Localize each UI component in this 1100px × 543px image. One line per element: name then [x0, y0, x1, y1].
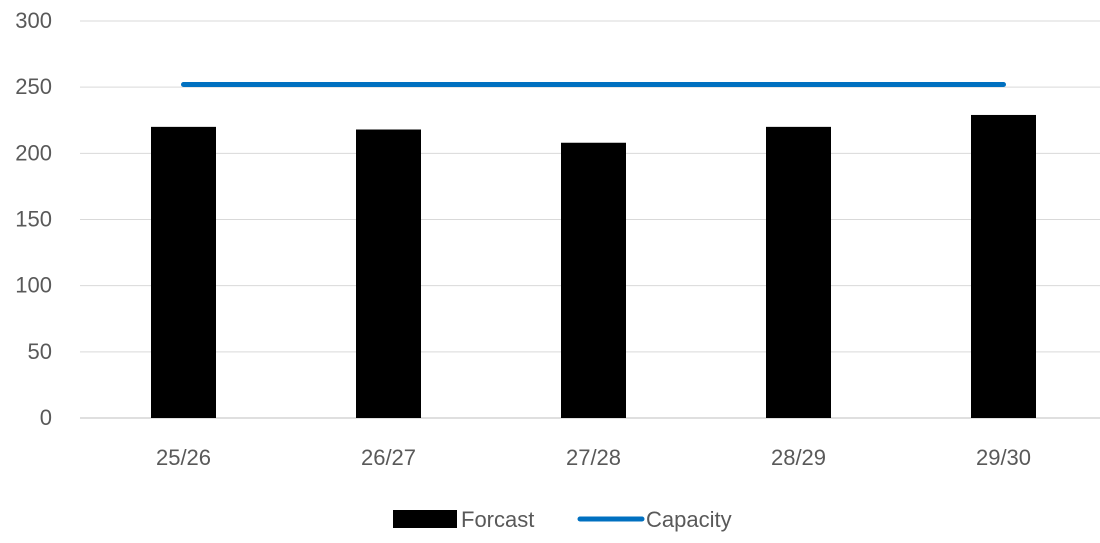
y-tick-label: 100 — [15, 273, 52, 298]
x-tick-label: 25/26 — [156, 445, 211, 470]
bar-forcast — [151, 126, 216, 418]
legend-label-capacity: Capacity — [646, 507, 732, 532]
bar-series — [151, 114, 1036, 418]
y-tick-label: 150 — [15, 207, 52, 232]
legend-swatch-forcast — [393, 510, 457, 528]
x-tick-label: 27/28 — [566, 445, 621, 470]
y-tick-label: 300 — [15, 8, 52, 33]
y-axis-tick-labels: 0 50 100 150 200 250 300 — [15, 8, 52, 430]
x-axis-tick-labels: 25/26 26/27 27/28 28/29 29/30 — [156, 445, 1031, 470]
y-tick-label: 250 — [15, 74, 52, 99]
bar-forcast — [766, 126, 831, 418]
legend-label-forcast: Forcast — [461, 507, 534, 532]
bar-forcast — [971, 114, 1036, 418]
bar-forcast — [356, 129, 421, 418]
bar-forcast — [561, 142, 626, 418]
legend: Forcast Capacity — [393, 507, 732, 532]
x-tick-label: 29/30 — [976, 445, 1031, 470]
x-tick-label: 26/27 — [361, 445, 416, 470]
y-tick-label: 200 — [15, 140, 52, 165]
x-tick-label: 28/29 — [771, 445, 826, 470]
y-tick-label: 50 — [28, 339, 52, 364]
y-tick-label: 0 — [40, 405, 52, 430]
